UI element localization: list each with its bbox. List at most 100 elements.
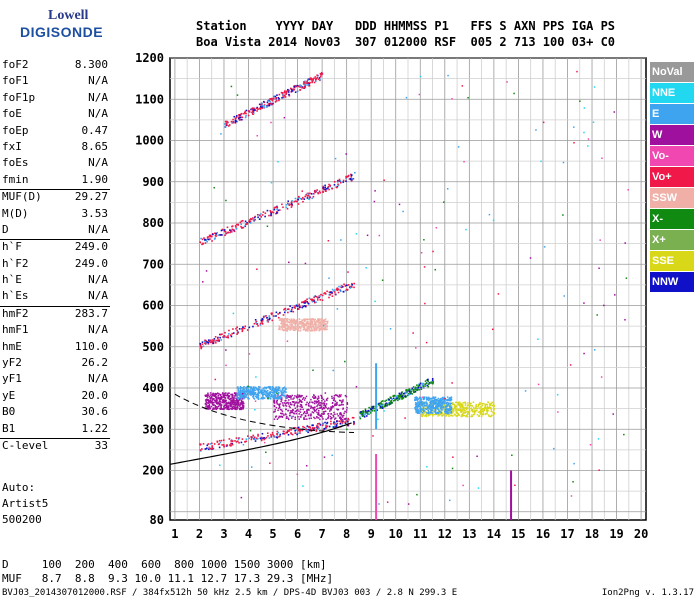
echo-point: [269, 387, 272, 389]
echo-point: [283, 390, 286, 393]
echo-point: [207, 392, 209, 395]
echo-point: [200, 237, 202, 240]
legend-noval: NoVal: [650, 62, 694, 82]
echo-point: [280, 91, 283, 94]
echo-point: [255, 387, 257, 389]
echo-point: [386, 403, 389, 405]
echo-point: [299, 330, 302, 332]
echo-point: [417, 412, 420, 414]
echo-point: [372, 405, 375, 408]
echo-point: [238, 397, 240, 400]
echo-point: [259, 437, 262, 440]
echo-point: [399, 396, 401, 398]
echo-point: [401, 395, 403, 398]
echo-point: [290, 398, 292, 400]
echo-point: [373, 410, 376, 412]
echo-point: [300, 84, 302, 87]
echo-point: [296, 305, 299, 307]
echo-point: [287, 395, 289, 397]
param-row-hf: h`F 249.0: [0, 240, 170, 256]
echo-point: [262, 397, 265, 399]
echo-point: [487, 407, 490, 410]
echo-point: [242, 326, 244, 328]
echo-point: [318, 400, 320, 402]
echo-point: [220, 407, 222, 409]
echo-point: [266, 320, 269, 323]
echo-point: [239, 221, 242, 224]
echo-point: [247, 398, 250, 400]
echo-point: [210, 341, 213, 343]
echo-point: [280, 322, 283, 325]
echo-point: [442, 413, 445, 416]
echo-point: [402, 392, 405, 395]
echo-point: [286, 319, 289, 322]
echo-point: [271, 99, 274, 102]
echo-point: [322, 418, 324, 420]
echo-point: [313, 416, 315, 419]
echo-point: [359, 412, 362, 415]
echo-point: [283, 94, 286, 97]
echo-point: [352, 177, 355, 180]
echo-point: [295, 396, 298, 398]
echo-point: [434, 398, 437, 401]
echo-point: [474, 410, 477, 413]
echo-point: [439, 411, 441, 414]
echo-point: [345, 395, 348, 398]
echo-point: [251, 112, 254, 115]
echo-point: [487, 406, 490, 409]
echo-point: [417, 411, 420, 413]
echo-point: [420, 408, 422, 410]
echo-point: [199, 344, 202, 347]
echo-point: [261, 392, 264, 395]
echo-point: [360, 413, 362, 416]
echo-point: [330, 406, 332, 408]
echo-point: [291, 411, 293, 414]
echo-point: [384, 403, 387, 405]
echo-point: [350, 179, 353, 182]
echo-point: [263, 104, 265, 107]
echo-point: [296, 319, 298, 321]
param-row-fxi: fxI 8.65: [0, 140, 170, 156]
echo-point: [239, 392, 241, 395]
echo-point: [314, 190, 317, 193]
header-line1: Station YYYY DAY DDD HHMMSS P1 FFS S AXN…: [196, 19, 616, 33]
noise-point: [344, 360, 346, 363]
echo-point: [278, 209, 281, 211]
echo-point: [217, 394, 220, 397]
echo-point: [426, 379, 429, 381]
echo-point: [463, 414, 466, 417]
echo-point: [212, 447, 215, 450]
echo-point: [240, 220, 243, 223]
echo-point: [219, 397, 221, 399]
echo-point: [307, 321, 309, 323]
echo-point: [444, 409, 447, 411]
echo-point: [333, 411, 335, 414]
echo-point: [408, 388, 411, 390]
echo-point: [403, 395, 405, 398]
noise-point: [593, 86, 596, 88]
echo-point: [319, 407, 321, 409]
echo-point: [339, 422, 342, 425]
echo-point: [277, 398, 279, 400]
echo-point: [214, 336, 217, 338]
echo-point: [424, 401, 427, 404]
echo-point: [293, 318, 296, 321]
echo-point: [225, 232, 227, 235]
echo-point: [319, 329, 321, 331]
echo-point: [425, 396, 428, 399]
muf-distance-row: D 100 200 400 600 800 1000 1500 3000 [km…: [2, 558, 327, 571]
echo-point: [447, 398, 450, 401]
echo-point: [296, 200, 298, 203]
echo-point: [289, 402, 291, 404]
echo-point: [308, 425, 310, 428]
echo-point: [474, 410, 476, 412]
trace-3: [420, 401, 496, 418]
echo-point: [291, 203, 293, 206]
echo-point: [286, 318, 289, 320]
echo-point: [286, 90, 289, 92]
echo-point: [259, 322, 262, 325]
echo-point: [303, 198, 306, 200]
echo-point: [257, 391, 260, 394]
noise-point: [625, 277, 628, 279]
echo-point: [268, 316, 271, 319]
